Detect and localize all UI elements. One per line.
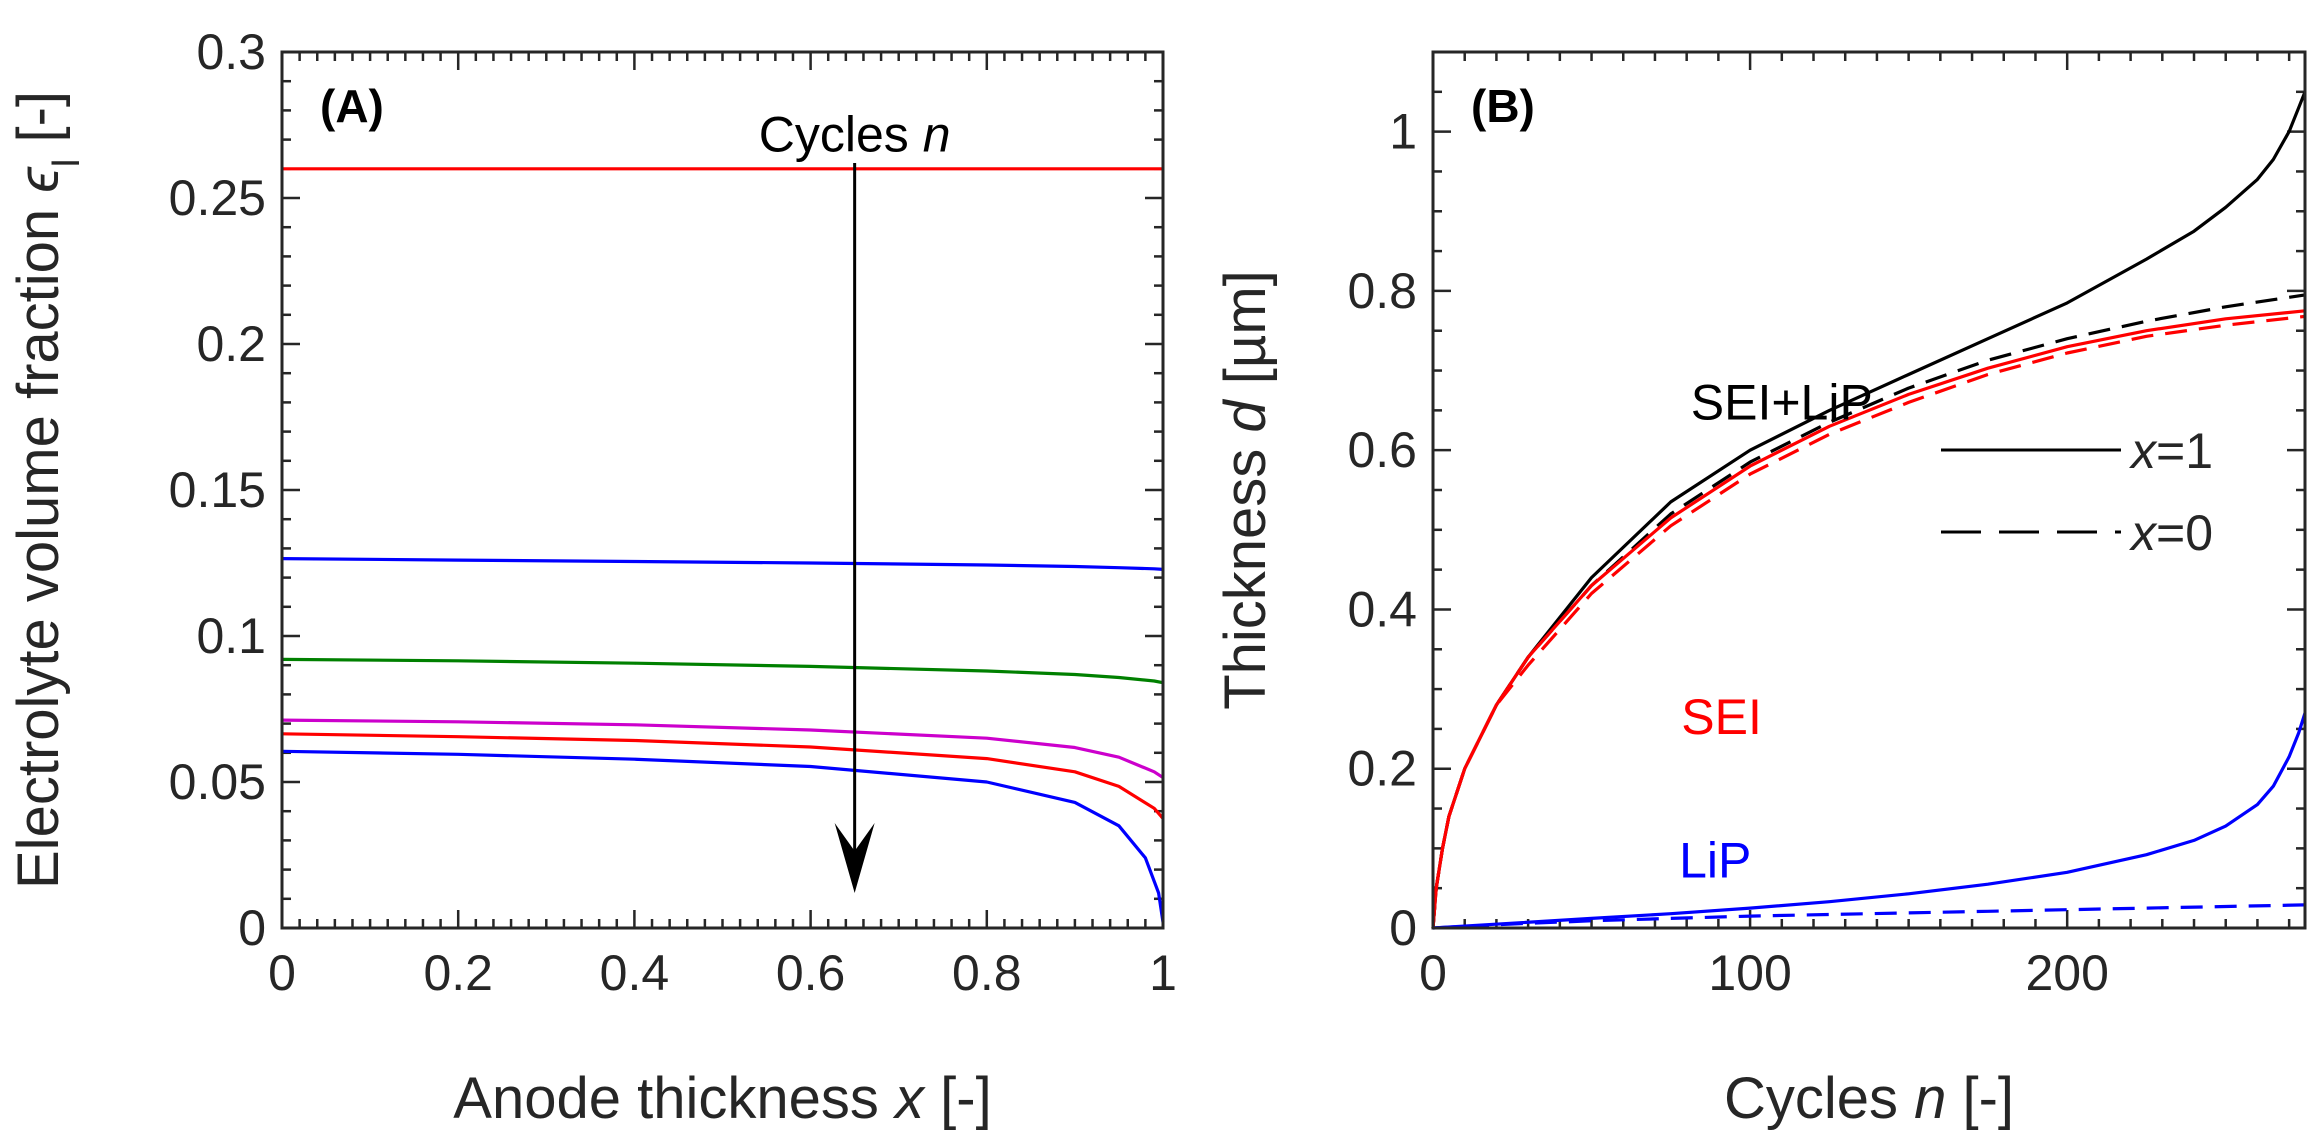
y-tick-label: 1 <box>1389 104 1417 160</box>
panel-b-x-axis-label-unit: [-] <box>1963 1066 2015 1131</box>
series-line-sei-lip-x-0 <box>1431 293 2306 929</box>
x-tick-label: 1 <box>1149 945 1177 1001</box>
y-tick-label: 0.1 <box>196 608 266 664</box>
y-tick-label: 0.15 <box>169 462 266 518</box>
y-tick-label: 0 <box>238 900 266 956</box>
panel-a-y-axis-label-var: ϵ <box>6 166 71 193</box>
legend-label-var: x <box>2129 505 2158 561</box>
legend-label: x=1 <box>2129 423 2213 479</box>
panel-b-y-axis-label: Thickness d [µm] <box>1213 270 1278 710</box>
y-tick-label: 0 <box>1389 900 1417 956</box>
legend-label: x=0 <box>2129 505 2213 561</box>
panel-a-x-axis-label: Anode thickness x [-] <box>453 1066 991 1131</box>
series-line-sei-x-0 <box>1431 314 2306 929</box>
y-tick-label: 0.2 <box>1347 741 1417 797</box>
legend: x=1x=0 <box>1941 423 2213 561</box>
y-tick-label: 0.2 <box>196 316 266 372</box>
x-tick-label: 0.2 <box>423 945 493 1001</box>
series-line-curve-5 <box>281 732 1165 820</box>
panel-b-x-axis-label-main: Cycles <box>1724 1066 1898 1131</box>
series-line-curve-4 <box>281 718 1164 779</box>
panel-b-x-axis-label: Cycles n [-] <box>1724 1066 2014 1131</box>
x-tick-label: 0.6 <box>776 945 846 1001</box>
panel-a-y-axis-label-main: Electrolyte volume fraction <box>6 209 71 889</box>
legend-label-value: =1 <box>2156 423 2213 479</box>
cycles-arrow-head <box>834 822 875 893</box>
panel-b-label: (B) <box>1471 80 1535 132</box>
series-line-lip-x-1 <box>1432 712 2307 930</box>
x-tick-label: 0 <box>268 945 296 1001</box>
panel-a-label: (A) <box>320 80 384 132</box>
panel-a-frame <box>280 50 1165 930</box>
legend-label-value: =0 <box>2156 505 2213 561</box>
annotation-sei: SEI <box>1681 689 1762 745</box>
panel-a-x-axis-label-var: x <box>892 1066 926 1131</box>
y-tick-label: 0.8 <box>1347 263 1417 319</box>
y-tick-label: 0.05 <box>169 754 266 810</box>
series-line-sei-x-1 <box>1431 309 2306 929</box>
panel-b-y-axis-label-var: d <box>1213 399 1278 433</box>
panel-b-y-axis-label-unit: [µm] <box>1213 270 1278 384</box>
annotation-lip: LiP <box>1679 832 1751 888</box>
panel-b-y-axis-label-main: Thickness <box>1213 449 1278 710</box>
panel-b-frame <box>1431 50 2307 930</box>
annotation-sei-lip: SEI+LiP <box>1691 374 1873 430</box>
cycles-arrow-label-text: Cycles <box>759 107 923 163</box>
x-tick-label: 0 <box>1419 945 1447 1001</box>
series-line-lip-x-0 <box>1432 903 2306 930</box>
cycles-arrow-label: Cycles n <box>759 107 951 163</box>
y-tick-label: 0.3 <box>196 24 266 80</box>
panel-a-y-axis-label-unit: [-] <box>6 91 71 143</box>
series-line-curve-6 <box>281 749 1165 923</box>
panel-a-y-axis-label-sub: l <box>46 159 88 167</box>
series-line-curve-3 <box>281 657 1164 685</box>
panel-a-series-group <box>281 167 1165 923</box>
panel-a-x-axis-label-unit: [-] <box>940 1066 992 1131</box>
x-tick-label: 0.4 <box>600 945 670 1001</box>
panel-b-x-axis-label-var: n <box>1914 1066 1946 1131</box>
x-tick-label: 200 <box>2025 945 2108 1001</box>
x-tick-label: 0.8 <box>952 945 1022 1001</box>
y-tick-label: 0.4 <box>1347 581 1417 637</box>
x-tick-label: 100 <box>1708 945 1791 1001</box>
panel-a-chart: Cycles n 0 0.2 0.4 0.6 0.8 1 0 0.05 0.1 0.15 0.2 0.… <box>6 24 1177 1131</box>
y-tick-label: 0.25 <box>169 170 266 226</box>
panel-a-y-axis-label: Electrolyte volume fraction ϵl [-] <box>6 91 88 889</box>
legend-label-var: x <box>2129 423 2158 479</box>
cycles-arrow-label-var: n <box>923 107 951 163</box>
panel-b-series-group <box>1431 91 2307 930</box>
series-line-curve-2 <box>281 557 1164 571</box>
y-tick-label: 0.6 <box>1347 422 1417 478</box>
panel-a-x-axis-label-main: Anode thickness <box>453 1066 879 1131</box>
